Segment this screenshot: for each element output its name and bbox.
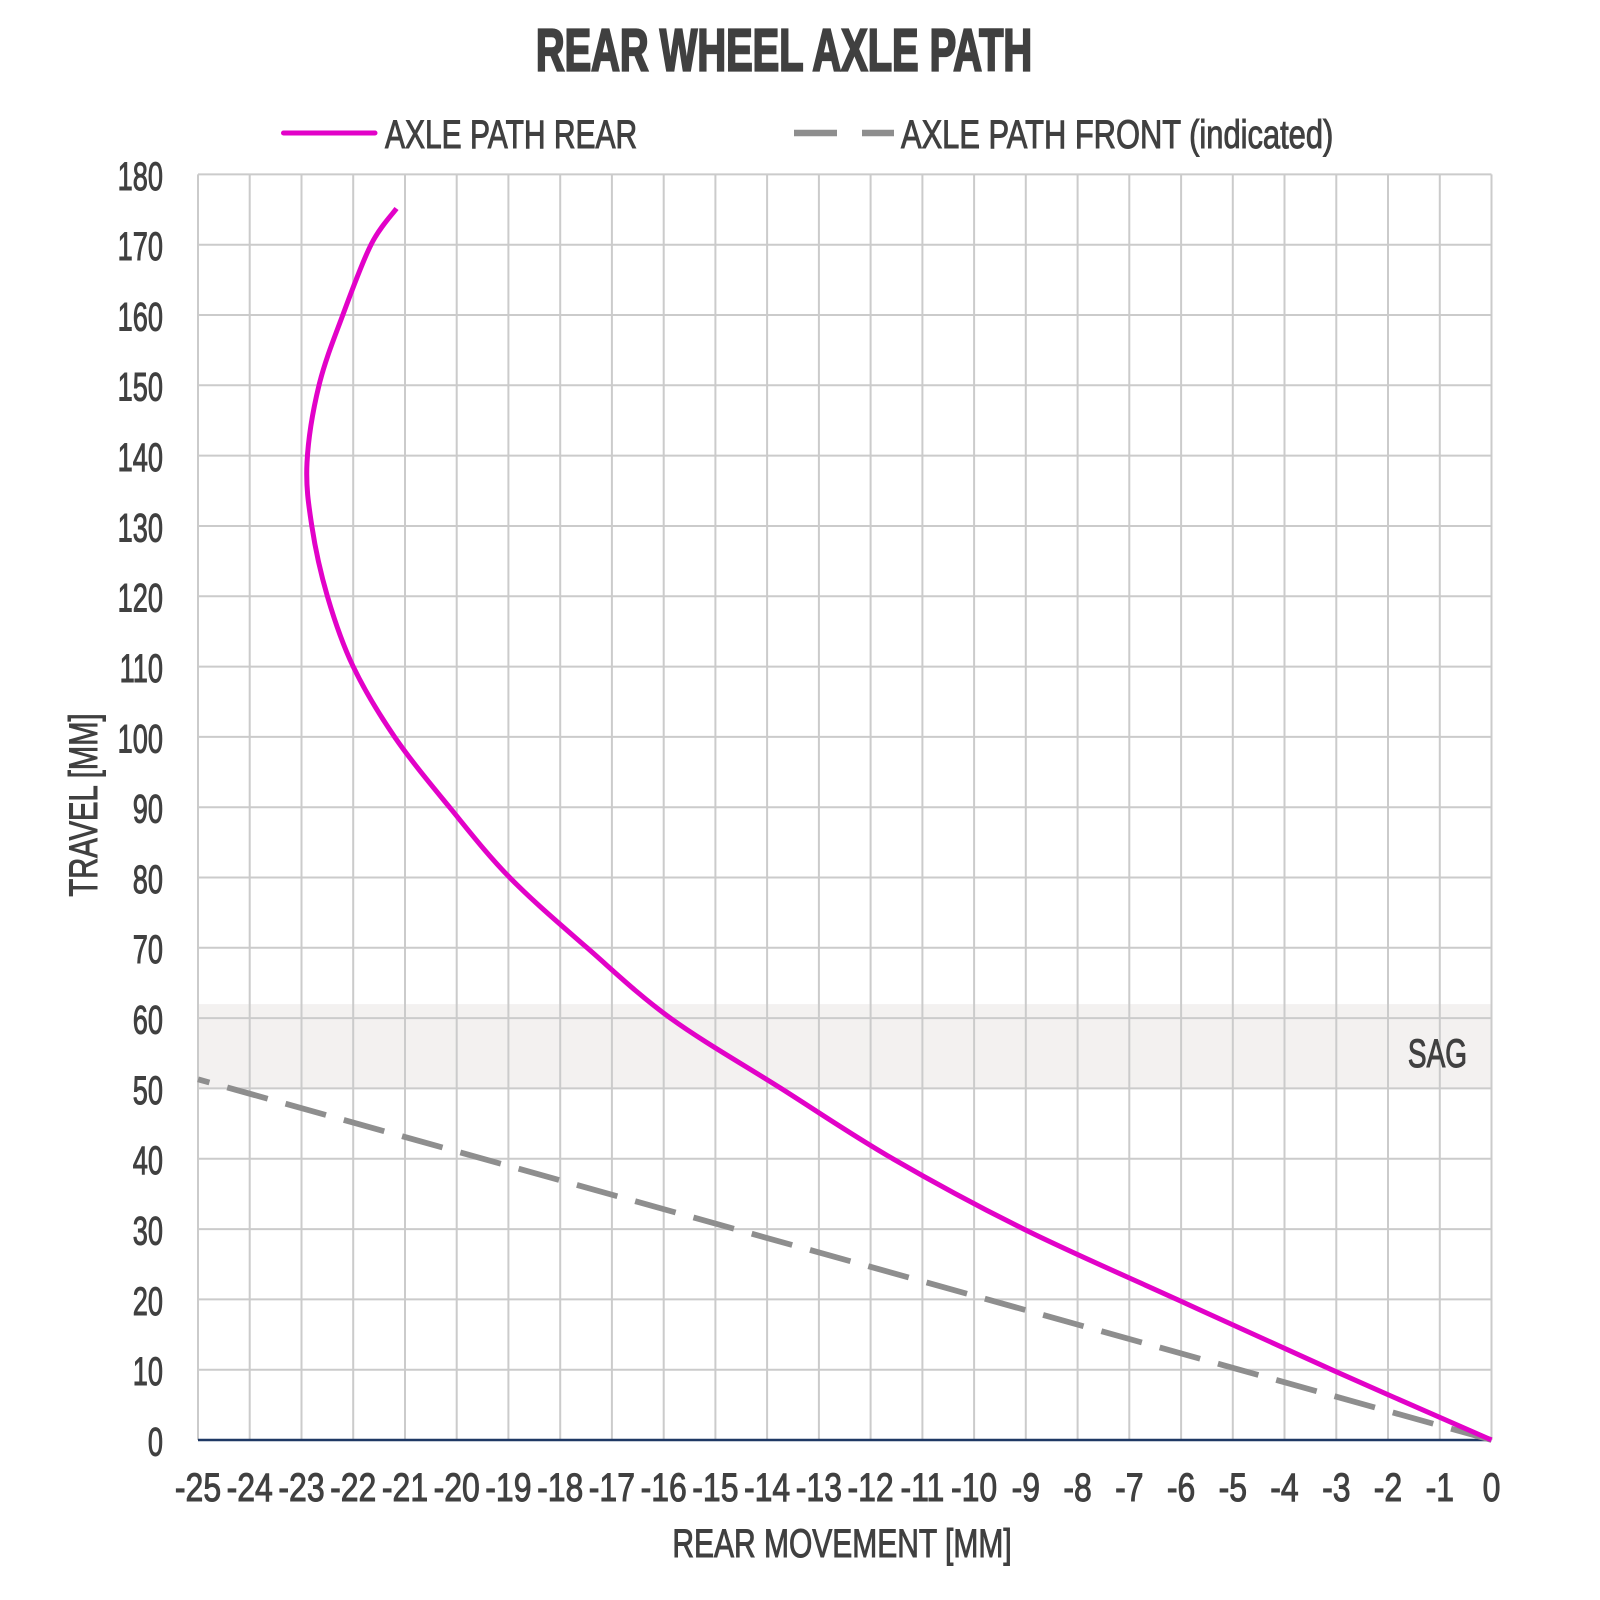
svg-text:-14: -14 <box>744 1465 790 1510</box>
svg-text:-11: -11 <box>900 1465 944 1510</box>
svg-text:70: 70 <box>133 928 163 972</box>
svg-text:-18: -18 <box>537 1465 583 1510</box>
svg-text:90: 90 <box>133 788 163 832</box>
svg-text:-6: -6 <box>1167 1465 1195 1510</box>
svg-text:-16: -16 <box>641 1465 687 1510</box>
svg-text:30: 30 <box>133 1209 163 1253</box>
svg-text:-8: -8 <box>1063 1465 1091 1510</box>
svg-text:-21: -21 <box>382 1465 428 1510</box>
svg-text:-4: -4 <box>1270 1465 1298 1510</box>
svg-text:50: 50 <box>133 1069 163 1113</box>
svg-text:-19: -19 <box>485 1465 531 1510</box>
svg-text:120: 120 <box>118 577 163 621</box>
svg-text:-20: -20 <box>434 1465 480 1510</box>
svg-text:-22: -22 <box>330 1465 376 1510</box>
svg-text:-13: -13 <box>796 1465 842 1510</box>
svg-text:REAR MOVEMENT [MM]: REAR MOVEMENT [MM] <box>672 1522 1011 1566</box>
svg-text:60: 60 <box>133 998 163 1042</box>
svg-text:40: 40 <box>133 1139 163 1183</box>
svg-text:-10: -10 <box>951 1465 997 1510</box>
svg-text:AXLE PATH FRONT (indicated): AXLE PATH FRONT (indicated) <box>901 112 1333 157</box>
svg-text:140: 140 <box>118 436 163 480</box>
svg-text:TRAVEL [MM]: TRAVEL [MM] <box>62 713 107 896</box>
svg-text:-7: -7 <box>1115 1465 1143 1510</box>
svg-text:SAG: SAG <box>1408 1032 1467 1076</box>
svg-text:-23: -23 <box>278 1465 324 1510</box>
svg-text:20: 20 <box>133 1280 163 1324</box>
svg-text:-25: -25 <box>175 1465 221 1510</box>
svg-text:0: 0 <box>1483 1465 1501 1510</box>
svg-text:110: 110 <box>120 647 163 691</box>
svg-text:-24: -24 <box>227 1465 273 1510</box>
svg-text:130: 130 <box>118 506 163 550</box>
svg-text:-3: -3 <box>1322 1465 1350 1510</box>
svg-text:170: 170 <box>118 225 163 269</box>
svg-text:180: 180 <box>118 155 163 199</box>
svg-text:REAR WHEEL AXLE PATH: REAR WHEEL AXLE PATH <box>536 17 1032 84</box>
svg-text:150: 150 <box>118 366 163 410</box>
svg-text:-9: -9 <box>1012 1465 1040 1510</box>
svg-text:0: 0 <box>148 1420 163 1464</box>
svg-text:160: 160 <box>118 295 163 339</box>
svg-text:100: 100 <box>118 717 163 761</box>
svg-text:AXLE PATH REAR: AXLE PATH REAR <box>385 113 637 157</box>
svg-text:-5: -5 <box>1219 1465 1247 1510</box>
svg-text:10: 10 <box>133 1350 163 1394</box>
svg-text:-15: -15 <box>692 1465 738 1510</box>
svg-text:-12: -12 <box>847 1465 893 1510</box>
svg-text:-2: -2 <box>1374 1465 1402 1510</box>
svg-text:-1: -1 <box>1426 1465 1454 1510</box>
svg-text:80: 80 <box>133 858 163 902</box>
svg-text:-17: -17 <box>589 1465 635 1510</box>
